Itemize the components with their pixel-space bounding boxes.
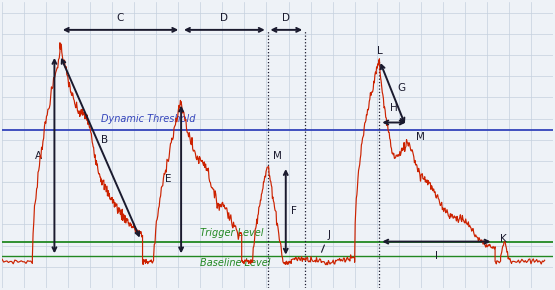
Text: H: H <box>390 103 398 113</box>
Text: D: D <box>282 13 290 23</box>
Text: L: L <box>376 46 382 56</box>
Text: Baseline Level: Baseline Level <box>200 258 271 268</box>
Text: Dynamic Threshold: Dynamic Threshold <box>101 114 196 124</box>
Text: B: B <box>101 135 108 145</box>
Text: C: C <box>117 13 124 23</box>
Text: M: M <box>273 151 282 161</box>
Text: E: E <box>165 174 171 184</box>
Text: Trigger Level: Trigger Level <box>200 229 264 238</box>
Text: G: G <box>397 83 406 93</box>
Text: J: J <box>321 230 330 252</box>
Text: I: I <box>435 251 438 261</box>
Text: M: M <box>416 132 425 142</box>
Text: F: F <box>291 206 297 216</box>
Text: K: K <box>500 234 507 244</box>
Text: D: D <box>220 13 228 23</box>
Text: A: A <box>35 151 42 161</box>
